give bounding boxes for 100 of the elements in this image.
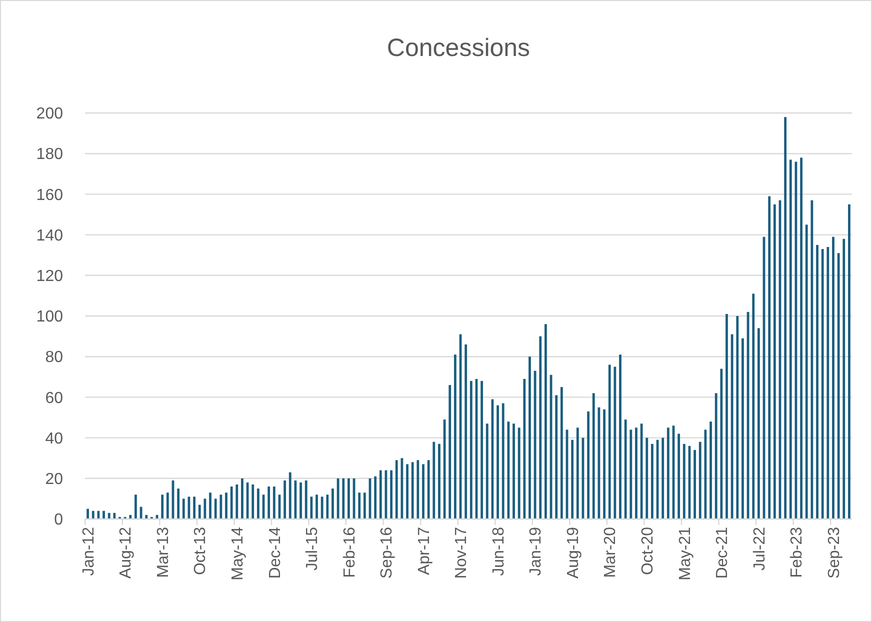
bar bbox=[129, 514, 132, 519]
bar bbox=[826, 246, 830, 519]
bar bbox=[768, 196, 771, 519]
bar bbox=[214, 498, 217, 519]
bar bbox=[145, 514, 148, 519]
chart-title: Concessions bbox=[386, 34, 530, 62]
bar bbox=[177, 488, 180, 519]
x-tick-label: Aug-19 bbox=[564, 526, 582, 579]
bar bbox=[592, 393, 595, 519]
bar bbox=[348, 478, 350, 519]
bar bbox=[268, 486, 270, 519]
y-tick-label: 100 bbox=[36, 308, 64, 326]
bar bbox=[800, 158, 802, 519]
y-tick-label: 40 bbox=[45, 430, 64, 448]
bar bbox=[161, 494, 164, 519]
bar bbox=[209, 492, 212, 519]
bar bbox=[752, 294, 755, 519]
bar bbox=[694, 450, 696, 519]
x-tick-label: Jun-18 bbox=[490, 526, 508, 576]
bar bbox=[624, 420, 627, 519]
bar bbox=[555, 395, 558, 519]
y-tick-label: 200 bbox=[36, 106, 64, 123]
x-tick-label: Dec-14 bbox=[266, 526, 284, 579]
x-tick-label: Feb-23 bbox=[788, 526, 806, 578]
bar bbox=[720, 368, 723, 519]
y-tick-label: 80 bbox=[45, 349, 64, 366]
bar bbox=[682, 444, 686, 519]
y-tick-label: 60 bbox=[45, 390, 64, 407]
bar bbox=[507, 422, 510, 519]
bar bbox=[848, 204, 850, 519]
bar bbox=[730, 334, 734, 519]
x-tick-label: Oct-20 bbox=[639, 526, 656, 576]
bar bbox=[662, 438, 664, 519]
x-tick-label: Oct-13 bbox=[192, 526, 210, 576]
bar bbox=[608, 364, 611, 519]
x-tick-label: Jan-12 bbox=[80, 526, 98, 576]
bar bbox=[320, 496, 324, 519]
bar bbox=[571, 440, 574, 519]
bar bbox=[757, 328, 760, 519]
bar bbox=[603, 409, 606, 519]
x-tick-label: Mar-20 bbox=[602, 526, 620, 578]
bar bbox=[512, 424, 515, 519]
bar bbox=[678, 434, 680, 519]
bar bbox=[304, 480, 308, 519]
bar bbox=[810, 200, 814, 519]
x-tick-label: Mar-13 bbox=[154, 526, 172, 578]
x-tick-label: Jul-22 bbox=[751, 526, 768, 571]
bar bbox=[784, 117, 787, 519]
bar bbox=[236, 484, 238, 519]
bar bbox=[363, 492, 366, 519]
bar bbox=[528, 356, 531, 519]
bar bbox=[374, 476, 377, 519]
bar bbox=[284, 480, 286, 519]
bar bbox=[587, 411, 590, 519]
bar bbox=[454, 354, 456, 519]
bar bbox=[698, 442, 702, 519]
bar bbox=[432, 442, 436, 519]
bar bbox=[710, 422, 712, 519]
bar bbox=[635, 428, 638, 519]
bar bbox=[816, 244, 818, 519]
bar bbox=[773, 204, 776, 519]
bar bbox=[544, 324, 547, 519]
bar bbox=[230, 486, 233, 519]
bar bbox=[358, 492, 361, 519]
bar bbox=[821, 249, 824, 519]
bar bbox=[182, 498, 185, 519]
x-tick-label: Sep-16 bbox=[378, 526, 396, 579]
bar bbox=[97, 510, 100, 519]
x-tick-label: Feb-16 bbox=[341, 526, 358, 578]
bar bbox=[651, 444, 654, 519]
bar bbox=[422, 464, 424, 519]
bar bbox=[256, 488, 260, 519]
bar bbox=[166, 492, 169, 519]
bar bbox=[837, 253, 840, 519]
bar bbox=[427, 460, 430, 519]
bar bbox=[204, 498, 206, 519]
bar bbox=[220, 494, 222, 519]
bar bbox=[630, 430, 632, 519]
bar bbox=[805, 224, 808, 519]
bar bbox=[480, 380, 484, 519]
bar bbox=[560, 387, 563, 519]
bar bbox=[518, 428, 520, 519]
bar bbox=[288, 472, 292, 519]
bar bbox=[416, 460, 420, 519]
bar bbox=[102, 510, 105, 519]
bar bbox=[832, 236, 834, 519]
bar bbox=[534, 370, 536, 519]
bar bbox=[252, 484, 254, 519]
bar bbox=[448, 385, 452, 519]
bar bbox=[666, 428, 670, 519]
bar bbox=[619, 354, 622, 519]
bar bbox=[326, 494, 329, 519]
bar bbox=[576, 428, 579, 519]
y-tick-label: 20 bbox=[45, 471, 64, 488]
bar bbox=[379, 470, 382, 519]
bar bbox=[438, 444, 440, 519]
bar bbox=[464, 344, 468, 519]
bar bbox=[736, 316, 739, 519]
x-tick-label: Jul-15 bbox=[304, 526, 322, 571]
x-tick-label: Aug-12 bbox=[118, 526, 135, 579]
